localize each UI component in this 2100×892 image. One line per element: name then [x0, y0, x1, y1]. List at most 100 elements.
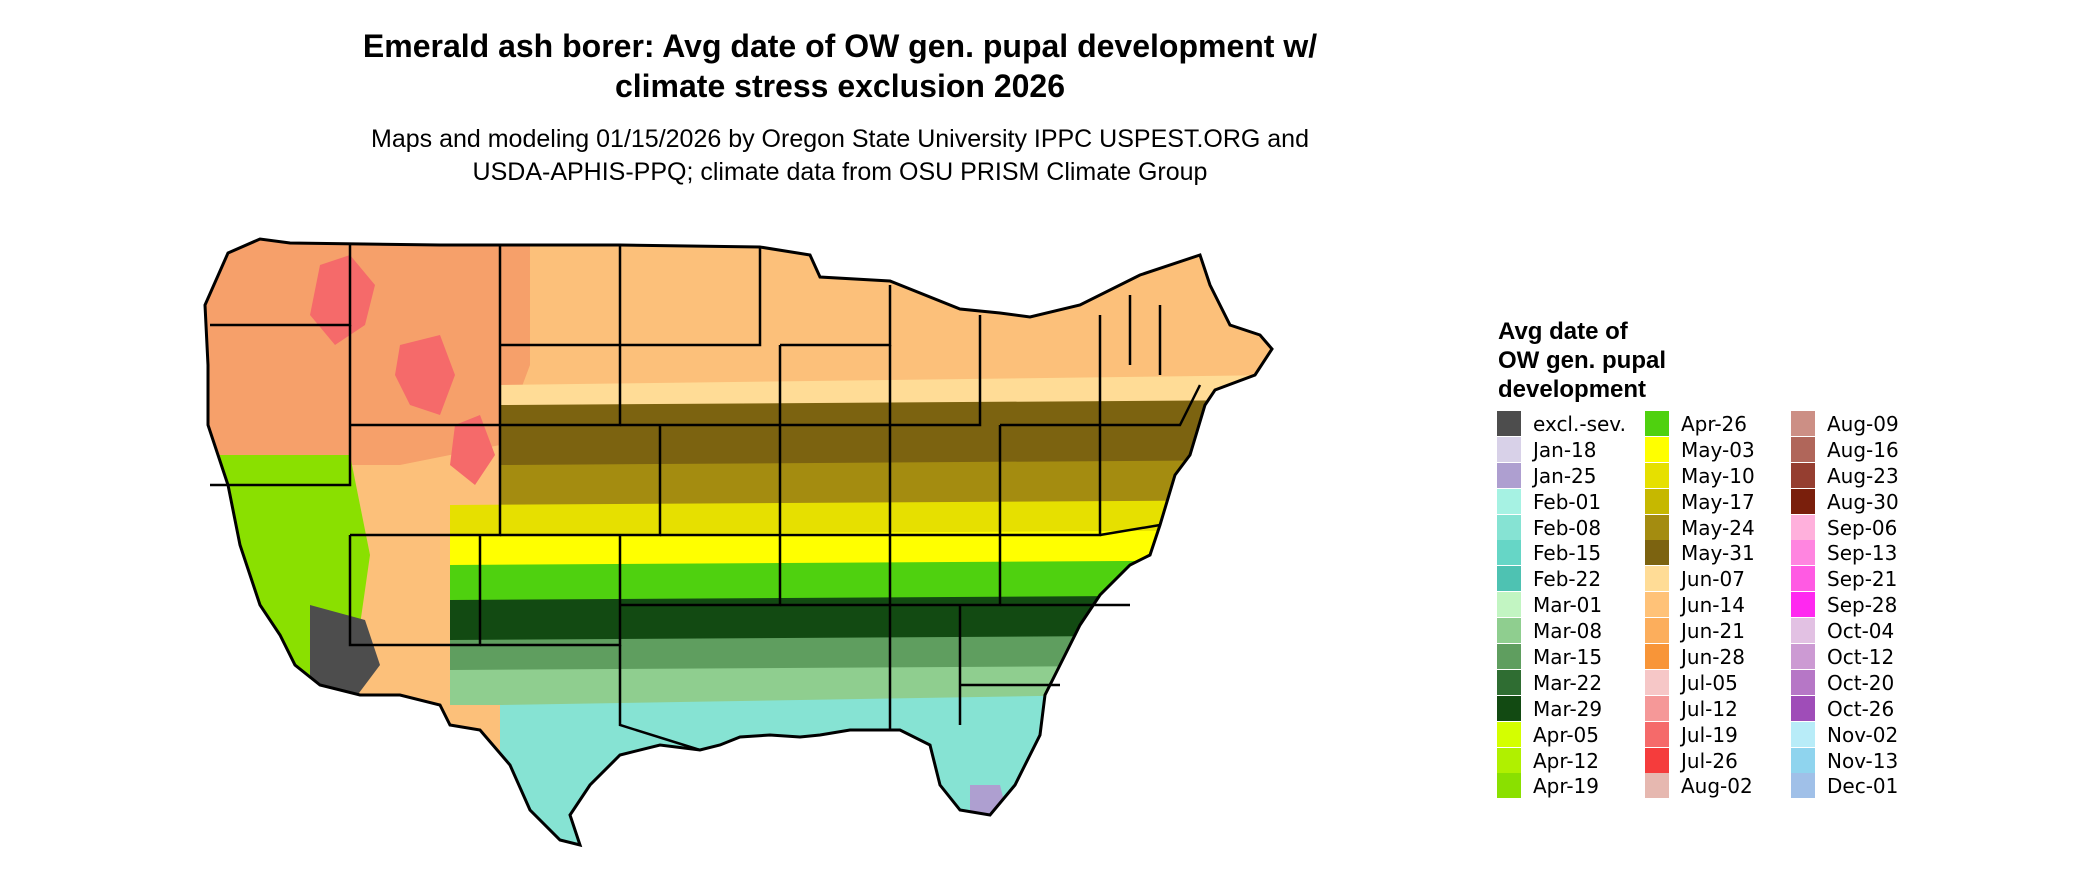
legend-swatch	[1645, 695, 1669, 721]
legend-swatch	[1645, 411, 1669, 436]
legend-label: Jan-18	[1533, 437, 1597, 462]
legend-title-line3: development	[1498, 376, 1647, 403]
legend-label: Jan-25	[1533, 463, 1597, 488]
legend-label: Sep-06	[1827, 515, 1898, 540]
legend-label: May-31	[1681, 541, 1755, 566]
legend-swatch	[1791, 462, 1815, 488]
legend-swatch	[1791, 514, 1815, 540]
legend-swatch	[1497, 514, 1521, 540]
map-subtitle-line2: USDA-APHIS-PPQ; climate data from OSU PR…	[472, 158, 1208, 186]
map-title: Emerald ash borer: Avg date of OW gen. p…	[250, 26, 1430, 106]
legend-swatch	[1497, 566, 1521, 592]
legend-swatch	[1497, 721, 1521, 747]
legend-swatch	[1497, 747, 1521, 773]
legend-label: Apr-26	[1681, 412, 1747, 436]
legend-label: May-10	[1681, 463, 1755, 488]
legend-swatch	[1791, 436, 1815, 462]
legend-label: Nov-13	[1827, 748, 1899, 773]
legend-label: Mar-01	[1533, 593, 1603, 618]
zone-high-elevation	[310, 255, 495, 485]
legend-label: Jul-05	[1681, 670, 1738, 695]
legend-label: Sep-13	[1827, 541, 1898, 566]
legend-swatch	[1645, 514, 1669, 540]
legend-swatch	[1791, 695, 1815, 721]
legend-label: Feb-01	[1533, 489, 1602, 514]
legend-label: Aug-16	[1827, 437, 1899, 462]
zone-yellow-band	[450, 530, 1272, 570]
legend-swatch	[1791, 566, 1815, 592]
legend-label: Jun-07	[1681, 567, 1745, 592]
legend-swatch	[1645, 592, 1669, 618]
legend-label: Aug-02	[1681, 774, 1753, 799]
legend-swatch	[1497, 644, 1521, 670]
legend-label: May-03	[1681, 437, 1755, 462]
legend-label: Mar-29	[1533, 696, 1603, 721]
legend-label: Mar-22	[1533, 670, 1603, 695]
legend-swatch	[1791, 618, 1815, 644]
legend-title-line2: OW gen. pupal	[1498, 347, 1666, 374]
legend-swatch	[1497, 411, 1521, 436]
legend-swatch	[1791, 592, 1815, 618]
map-title-line2: climate stress exclusion 2026	[614, 68, 1066, 104]
legend-swatch	[1497, 540, 1521, 566]
legend-title-line1: Avg date of	[1498, 318, 1628, 345]
legend-label: excl.-sev.	[1533, 412, 1626, 436]
zone-desert-excluded	[310, 605, 380, 705]
legend-label: Apr-19	[1533, 774, 1599, 799]
legend-label: Oct-26	[1827, 696, 1895, 721]
legend-swatch	[1497, 436, 1521, 462]
legend-label: Apr-05	[1533, 722, 1599, 747]
state-borders	[210, 245, 1202, 752]
legend-label: May-24	[1681, 515, 1755, 540]
legend-label: Oct-20	[1827, 670, 1895, 695]
zone-mountain-west	[205, 239, 530, 465]
zone-dark-green-band	[450, 595, 1272, 645]
legend-label: Jun-14	[1681, 593, 1745, 618]
legend-swatch	[1791, 669, 1815, 695]
legend-label: Aug-09	[1827, 412, 1899, 436]
legend-label: Aug-23	[1827, 463, 1899, 488]
legend-swatch	[1645, 618, 1669, 644]
legend-swatch	[1645, 540, 1669, 566]
legend-label: Feb-22	[1533, 567, 1602, 592]
legend-label: Apr-12	[1533, 748, 1599, 773]
legend-swatch	[1645, 436, 1669, 462]
legend-swatch	[1791, 411, 1815, 436]
legend-swatch	[1791, 773, 1815, 799]
legend-label: May-17	[1681, 489, 1755, 514]
legend-swatch	[1497, 592, 1521, 618]
legend-title: Avg date of OW gen. pupal development	[1498, 317, 1738, 404]
legend-swatch	[1791, 747, 1815, 773]
legend-label: Feb-08	[1533, 515, 1602, 540]
legend-label: Nov-02	[1827, 722, 1899, 747]
legend-label: Dec-01	[1827, 774, 1899, 799]
legend-label: Mar-08	[1533, 619, 1603, 644]
legend-label: Mar-15	[1533, 645, 1603, 670]
legend-label: Jun-21	[1681, 619, 1745, 644]
legend-swatch	[1791, 644, 1815, 670]
legend-label: Jul-19	[1681, 722, 1738, 747]
us-border-outline	[203, 237, 1274, 848]
legend-label: Jul-12	[1681, 696, 1738, 721]
legend-swatch	[1791, 488, 1815, 514]
legend-label: Sep-28	[1827, 593, 1898, 618]
legend-swatch	[1791, 540, 1815, 566]
legend-swatch	[1497, 669, 1521, 695]
legend-label: Feb-15	[1533, 541, 1602, 566]
map-subtitle: Maps and modeling 01/15/2026 by Oregon S…	[250, 123, 1430, 189]
legend-label: Jun-28	[1681, 645, 1745, 670]
legend-swatch	[1791, 721, 1815, 747]
legend-swatch	[1497, 695, 1521, 721]
legend-label: Jul-26	[1681, 748, 1738, 773]
legend-swatch	[1645, 566, 1669, 592]
legend-swatch	[1645, 644, 1669, 670]
legend-label: Sep-21	[1827, 567, 1898, 592]
legend-swatch	[1645, 488, 1669, 514]
map-title-line1: Emerald ash borer: Avg date of OW gen. p…	[362, 28, 1318, 64]
legend-swatch	[1497, 773, 1521, 799]
legend-label: Aug-30	[1827, 489, 1899, 514]
legend-swatch	[1645, 773, 1669, 799]
legend-label: Oct-12	[1827, 645, 1895, 670]
legend-label: Oct-04	[1827, 619, 1895, 644]
map-subtitle-line1: Maps and modeling 01/15/2026 by Oregon S…	[371, 125, 1309, 153]
